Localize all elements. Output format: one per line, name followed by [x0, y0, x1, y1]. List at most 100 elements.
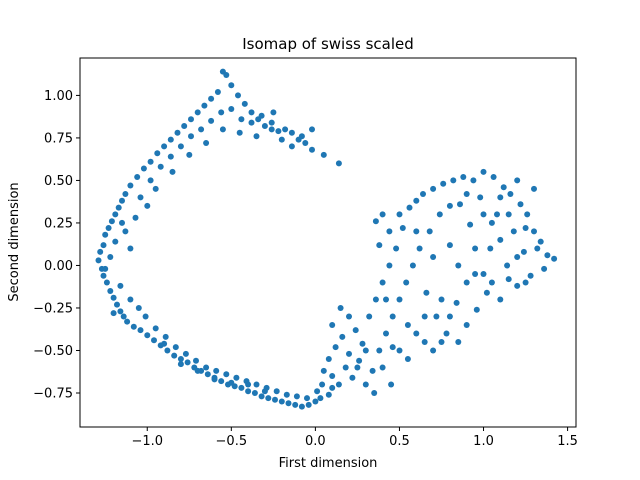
scatter-point	[317, 395, 324, 402]
scatter-point	[494, 211, 500, 218]
y-tick-label: 0.00	[44, 259, 73, 274]
scatter-point	[144, 332, 151, 339]
scatter-point	[396, 296, 403, 303]
scatter-point	[253, 133, 260, 140]
scatter-point	[272, 396, 278, 403]
scatter-point	[167, 153, 174, 160]
x-tick-label: 0.5	[389, 434, 410, 449]
scatter-point	[228, 106, 235, 112]
scatter-point	[172, 344, 179, 351]
scatter-point	[181, 123, 188, 129]
scatter-point	[354, 364, 361, 371]
scatter-point	[325, 356, 332, 362]
scatter-point	[339, 333, 346, 340]
scatter-point	[248, 119, 255, 126]
scatter-point	[152, 185, 159, 192]
scatter-point	[309, 146, 315, 153]
scatter-point	[108, 218, 115, 225]
scatter-point	[198, 126, 205, 133]
scatter-point	[122, 191, 129, 197]
scatter-point	[386, 262, 393, 269]
scatter-point	[349, 374, 356, 381]
scatter-point	[436, 211, 443, 218]
scatter-point	[446, 242, 453, 249]
scatter-point	[470, 177, 477, 184]
scatter-point	[366, 313, 373, 320]
scatter-point	[430, 347, 437, 354]
scatter-point	[140, 165, 147, 172]
scatter-point	[488, 279, 495, 286]
scatter-point	[127, 296, 134, 303]
scatter-point	[544, 252, 551, 259]
scatter-point	[460, 174, 467, 180]
scatter-point	[127, 245, 134, 252]
scatter-point	[329, 322, 336, 328]
scatter-point	[320, 151, 327, 158]
y-tick-label: 0.25	[44, 216, 73, 231]
scatter-point	[329, 373, 336, 379]
scatter-point	[500, 184, 507, 191]
scatter-point	[389, 313, 396, 320]
scatter-point	[376, 347, 383, 354]
scatter-point	[483, 289, 490, 296]
scatter-point	[455, 262, 462, 269]
scatter-point	[438, 296, 445, 303]
scatter-point	[117, 282, 124, 289]
scatter-point	[114, 301, 120, 308]
scatter-point	[273, 388, 280, 395]
scatter-point	[169, 168, 176, 175]
scatter-point	[177, 143, 184, 150]
scatter-point	[314, 388, 321, 395]
scatter-point	[420, 191, 426, 197]
scatter-point	[446, 313, 453, 320]
scatter-point	[457, 201, 463, 208]
scatter-point	[213, 367, 220, 374]
scatter-point	[362, 381, 369, 388]
scatter-point	[236, 129, 243, 136]
x-tick-label: 1.0	[473, 434, 494, 449]
scatter-point	[211, 376, 218, 383]
scatter-point	[372, 218, 379, 225]
scatter-point	[480, 211, 487, 218]
scatter-point	[235, 92, 241, 99]
scatter-point	[406, 204, 413, 211]
y-axis: −0.75 −0.50 −0.25 0.00 0.25 0.50 0.75 1.00	[33, 89, 80, 401]
scatter-point	[201, 102, 208, 109]
scatter-point	[531, 228, 537, 235]
scatter-point	[383, 330, 389, 337]
scatter-point	[265, 395, 272, 402]
scatter-point	[534, 245, 541, 252]
scatter-point	[356, 357, 363, 364]
scatter-point	[223, 72, 230, 78]
scatter-point	[514, 177, 521, 184]
scatter-point	[219, 126, 226, 133]
scatter-point	[371, 390, 378, 396]
scatter-point	[517, 201, 524, 208]
scatter-point	[122, 228, 129, 235]
scatter-point	[332, 344, 339, 351]
scatter-point	[325, 391, 332, 398]
scatter-point	[450, 177, 457, 184]
scatter-point	[100, 272, 107, 279]
scatter-point	[409, 262, 416, 269]
scatter-point	[507, 191, 514, 197]
scatter-point	[304, 395, 310, 402]
scatter-point	[184, 359, 191, 366]
scatter-point	[388, 381, 395, 388]
scatter-point	[142, 313, 149, 320]
scatter-point	[346, 350, 352, 357]
scatter-point	[379, 211, 386, 218]
scatter-point	[134, 174, 141, 180]
scatter-point	[504, 262, 511, 269]
scatter-point	[188, 116, 194, 123]
scatter-point	[177, 356, 184, 362]
scatter-point	[386, 228, 393, 235]
scatter-point	[258, 112, 265, 119]
scatter-point	[120, 313, 127, 320]
scatter-point	[537, 238, 544, 245]
scatter-point	[177, 361, 184, 368]
scatter-point	[119, 197, 125, 204]
scatter-point	[497, 236, 504, 243]
scatter-point	[426, 228, 433, 235]
scatter-point	[510, 228, 517, 235]
